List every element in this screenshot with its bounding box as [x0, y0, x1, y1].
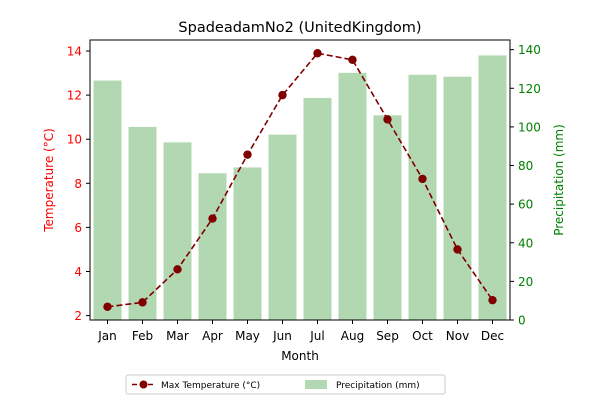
y-right-tick-label: 20	[518, 275, 533, 289]
precip-bar-jan	[93, 80, 122, 320]
precip-bar-may	[233, 167, 262, 320]
temp-point-nov	[453, 245, 462, 254]
temp-point-dec	[488, 295, 497, 305]
legend: Max Temperature (°C) Precipitation (mm)	[125, 374, 446, 395]
x-tick-label: Feb	[132, 329, 153, 343]
x-tick-label: Apr	[202, 329, 223, 343]
y-left-tick-label: 4	[74, 265, 82, 279]
legend-bar-swatch	[305, 380, 327, 389]
x-tick-label: Nov	[446, 329, 469, 343]
x-axis-label: Month	[281, 349, 319, 363]
chart-title: SpadeadamNo2 (UnitedKingdom)	[178, 20, 421, 36]
precip-bar-nov	[443, 76, 472, 320]
temp-point-aug	[348, 55, 357, 65]
y-right-tick-label: 0	[518, 314, 526, 328]
y-right-tick-label: 80	[518, 159, 533, 173]
temp-point-feb	[138, 298, 147, 307]
x-tick-label: Mar	[166, 329, 189, 343]
plot-frame	[89, 39, 511, 321]
temp-point-may	[243, 150, 252, 159]
precip-bar-jul	[303, 97, 332, 321]
x-tick-label: May	[235, 329, 260, 343]
legend-precipitation-label: Precipitation (mm)	[336, 381, 420, 391]
temp-point-mar	[173, 265, 182, 274]
precip-bar-sep	[373, 115, 402, 320]
x-tick-label: Jan	[97, 329, 117, 343]
precip-bar-apr	[198, 173, 227, 320]
y-left-tick-label: 6	[74, 221, 82, 235]
temperature-line	[103, 49, 497, 311]
precip-bar-jun	[268, 134, 297, 320]
y-axis-right: 0 20 40 60 80 100 120 140	[510, 43, 541, 328]
x-tick-label: Aug	[341, 329, 364, 343]
y-right-tick-label: 140	[518, 43, 541, 57]
y-left-tick-label: 8	[74, 177, 82, 191]
legend-line-marker	[139, 380, 148, 389]
precipitation-bars	[93, 55, 507, 321]
x-tick-label: Jun	[272, 329, 292, 343]
temp-point-oct	[418, 174, 427, 184]
y-left-tick-label: 12	[67, 89, 82, 103]
legend-box	[125, 374, 446, 395]
y-axis-left-label: Temperature (°C)	[42, 128, 56, 233]
x-axis: Jan Feb Mar Apr May Jun Jul Aug Sep Oct Nov Dec	[97, 320, 504, 343]
y-right-tick-label: 60	[518, 198, 533, 212]
temp-point-jun	[278, 90, 287, 100]
y-axis-right-label: Precipitation (mm)	[552, 124, 566, 236]
precip-bar-dec	[478, 55, 507, 321]
precip-bar-feb	[128, 126, 157, 321]
temperature-series-line	[107, 52, 494, 308]
temp-point-jan	[103, 302, 112, 311]
x-tick-label: Dec	[481, 329, 504, 343]
y-axis-left: 2 4 6 8 10 12 14	[67, 45, 90, 323]
y-right-tick-label: 40	[518, 236, 533, 250]
y-left-tick-label: 10	[67, 133, 82, 147]
temp-point-jul	[313, 49, 322, 58]
precip-bar-aug	[338, 72, 367, 321]
x-tick-label: Sep	[376, 329, 399, 343]
y-right-tick-label: 100	[518, 120, 541, 134]
precip-bar-mar	[163, 142, 192, 320]
y-left-tick-label: 14	[67, 45, 82, 59]
x-tick-label: Oct	[412, 329, 433, 343]
x-tick-label: Jul	[309, 329, 324, 343]
y-right-tick-label: 120	[518, 82, 541, 96]
legend-temperature-label: Max Temperature (°C)	[161, 381, 260, 391]
temp-point-sep	[383, 115, 392, 124]
y-left-tick-label: 2	[74, 309, 82, 323]
temp-point-apr	[208, 214, 217, 223]
